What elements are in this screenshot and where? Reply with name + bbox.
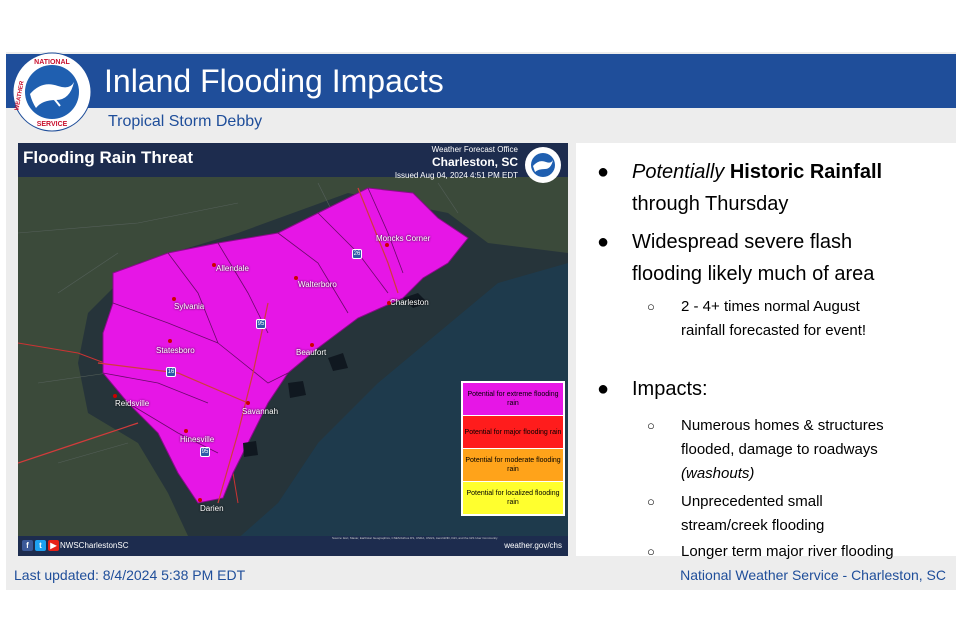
legend-item-localized: Potential for localized flooding rain xyxy=(463,482,563,514)
city-dot xyxy=(294,276,298,280)
nws-logo-icon: NATIONAL SERVICE WEATHER xyxy=(12,52,92,132)
legend-item-major: Potential for major flooding rain xyxy=(463,416,563,448)
website-link[interactable]: weather.gov/chs xyxy=(504,541,562,550)
city-dot xyxy=(184,429,188,433)
city-dot xyxy=(172,297,176,301)
interstate-shield-icon: 95 xyxy=(256,319,266,329)
wfo-city: Charleston, SC xyxy=(431,155,518,169)
svg-text:NATIONAL: NATIONAL xyxy=(34,59,70,66)
city-label: Sylvania xyxy=(174,302,205,311)
interstate-shield-icon: 95 xyxy=(200,447,210,457)
map-attribution: Source: Esri, Maxar, Earthstar Geographi… xyxy=(332,536,498,540)
slide-subtitle: Tropical Storm Debby xyxy=(108,113,263,130)
city-label: Charleston xyxy=(390,298,429,307)
city-dot xyxy=(385,243,389,247)
city-label: Walterboro xyxy=(298,280,337,289)
map-graphic xyxy=(18,143,568,556)
city-label: Hinesville xyxy=(180,435,215,444)
wfo-label: Weather Forecast Office xyxy=(431,145,518,154)
impact-item: ○ Numerous homes & structures xyxy=(647,417,884,434)
social-icons: f t ▶ xyxy=(22,540,59,551)
city-label: Darien xyxy=(200,504,224,513)
city-dot xyxy=(168,339,172,343)
flood-threat-map: Flooding Rain Threat Weather Forecast Of… xyxy=(18,143,568,556)
office-name: National Weather Service - Charleston, S… xyxy=(680,567,946,583)
social-handle: NWSCharlestonSC xyxy=(60,541,129,550)
map-legend: Potential for extreme flooding rain Pote… xyxy=(461,381,565,516)
slide-title: Inland Flooding Impacts xyxy=(104,63,444,99)
bullet-impacts: ● Impacts: xyxy=(597,378,708,400)
twitter-icon[interactable]: t xyxy=(35,540,46,551)
city-label: Beaufort xyxy=(296,348,327,357)
facebook-icon[interactable]: f xyxy=(22,540,33,551)
city-label: Statesboro xyxy=(156,346,195,355)
youtube-icon[interactable]: ▶ xyxy=(48,540,59,551)
city-dot xyxy=(310,343,314,347)
bullet-flash-flooding-cont: flooding likely much of area xyxy=(632,263,875,285)
city-label: Savannah xyxy=(242,407,279,416)
city-label: Moncks Corner xyxy=(376,234,431,243)
svg-text:SERVICE: SERVICE xyxy=(37,121,68,128)
last-updated: Last updated: 8/4/2024 5:38 PM EDT xyxy=(14,567,246,583)
issued-time: Issued Aug 04, 2024 4:51 PM EDT xyxy=(394,171,518,180)
bullets-panel: ● Potentially Historic Rainfall through … xyxy=(576,143,956,560)
city-dot xyxy=(387,301,391,305)
city-dot xyxy=(212,263,216,267)
header-bar: Inland Flooding Impacts xyxy=(6,54,956,108)
map-footer: f t ▶ NWSCharlestonSC Source: Esri, Maxa… xyxy=(18,536,568,556)
nws-mini-logo-icon xyxy=(525,147,561,183)
sub-bullet-normal: ○ 2 - 4+ times normal August xyxy=(647,298,860,315)
impact-item-cont: (washouts) xyxy=(681,465,755,482)
svg-text:WEATHER: WEATHER xyxy=(14,80,25,111)
slide: Inland Flooding Impacts NATIONAL SERVICE… xyxy=(6,52,956,590)
sub-bullet-normal-cont: rainfall forecasted for event! xyxy=(681,322,867,339)
impact-item: ○ Longer term major river flooding xyxy=(647,543,894,560)
city-dot xyxy=(113,394,117,398)
city-label: Allendale xyxy=(216,264,249,273)
impact-item-cont: flooded, damage to roadways xyxy=(681,441,878,458)
legend-item-extreme: Potential for extreme flooding rain xyxy=(463,383,563,415)
city-label: Reidsville xyxy=(115,399,150,408)
map-title: Flooding Rain Threat xyxy=(23,148,193,167)
bullet-rainfall-cont: through Thursday xyxy=(632,193,789,215)
bullet-rainfall: ● Potentially Historic Rainfall xyxy=(597,161,883,183)
impact-item-cont: stream/creek flooding xyxy=(681,517,825,534)
bullet-flash-flooding: ● Widespread severe flash xyxy=(597,231,853,253)
interstate-shield-icon: 16 xyxy=(166,367,176,377)
interstate-shield-icon: 26 xyxy=(352,249,362,259)
map-header: Flooding Rain Threat Weather Forecast Of… xyxy=(18,143,568,180)
city-dot xyxy=(246,401,250,405)
impact-item: ○ Unprecedented small xyxy=(647,493,823,510)
legend-item-moderate: Potential for moderate flooding rain xyxy=(463,449,563,481)
city-dot xyxy=(198,498,202,502)
